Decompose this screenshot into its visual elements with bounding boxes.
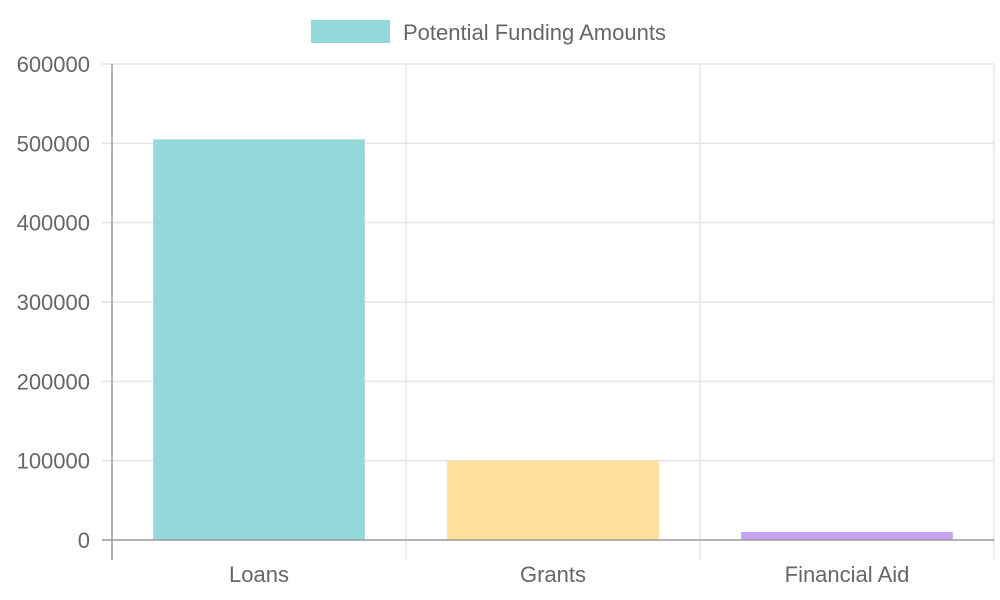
x-tick-label: Financial Aid — [785, 562, 910, 587]
bar-grants[interactable] — [447, 460, 659, 540]
y-tick-label: 100000 — [17, 449, 90, 474]
x-axis-tick-labels: Loans Grants Financial Aid — [229, 562, 909, 587]
legend-swatch[interactable] — [311, 20, 390, 43]
y-tick-label: 300000 — [17, 290, 90, 315]
y-tick-label: 500000 — [17, 131, 90, 156]
y-tick-label: 400000 — [17, 211, 90, 236]
y-axis-tick-labels: 0 100000 200000 300000 400000 500000 600000 — [17, 52, 90, 553]
y-tick-label: 200000 — [17, 369, 90, 394]
legend[interactable]: Potential Funding Amounts — [311, 20, 666, 45]
bars — [153, 139, 953, 540]
y-tick-label: 600000 — [17, 52, 90, 77]
bar-financial-aid[interactable] — [741, 532, 953, 540]
x-tick-label: Grants — [520, 562, 586, 587]
x-tick-label: Loans — [229, 562, 289, 587]
y-tick-label: 0 — [78, 528, 90, 553]
legend-label[interactable]: Potential Funding Amounts — [403, 20, 666, 45]
bar-loans[interactable] — [153, 139, 365, 540]
axes — [102, 64, 994, 560]
